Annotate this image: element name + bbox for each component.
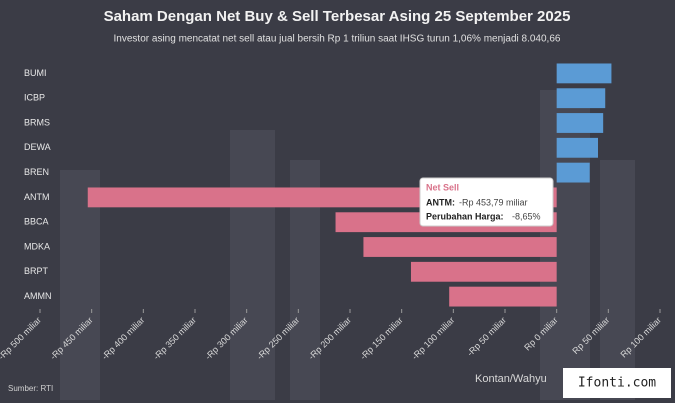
tooltip: Net Sell ANTM: -Rp 453,79 miliar Perubah… bbox=[419, 177, 554, 227]
y-tick-label: BREN bbox=[24, 167, 49, 177]
y-tick-label: BRMS bbox=[24, 117, 50, 127]
bar bbox=[556, 137, 598, 158]
watermark: Ifonti.com bbox=[578, 376, 656, 391]
y-tick-label: AMMN bbox=[24, 291, 52, 301]
credit: Kontan/Wahyu bbox=[475, 373, 547, 385]
y-tick-label: BBCA bbox=[24, 217, 49, 227]
y-tick-label: BUMI bbox=[24, 68, 47, 78]
y-tick-label: DEWA bbox=[24, 142, 51, 152]
tooltip-title: Net Sell bbox=[426, 182, 459, 192]
bar bbox=[556, 162, 590, 183]
y-tick-label: BRPT bbox=[24, 266, 49, 276]
tooltip-box bbox=[419, 177, 554, 227]
bar bbox=[410, 261, 557, 282]
tooltip-label: ANTM: bbox=[426, 197, 455, 207]
chart-subtitle: Investor asing mencatat net sell atau ju… bbox=[114, 34, 561, 45]
y-tick-label: MDKA bbox=[24, 241, 50, 251]
bar bbox=[556, 113, 604, 133]
chart-title: Saham Dengan Net Buy & Sell Terbesar Asi… bbox=[104, 8, 571, 25]
y-tick-label: ANTM bbox=[24, 192, 50, 202]
source: Sumber: RTI bbox=[8, 384, 53, 393]
bar bbox=[449, 286, 557, 307]
tooltip-value: -Rp 453,79 miliar bbox=[459, 197, 528, 207]
tooltip-label: Perubahan Harga: bbox=[426, 211, 504, 221]
bar bbox=[363, 237, 557, 257]
y-tick-label: ICBP bbox=[24, 93, 45, 103]
tooltip-value: -8,65% bbox=[512, 211, 541, 221]
bar bbox=[556, 63, 612, 84]
watermark-box bbox=[563, 368, 671, 398]
bar bbox=[556, 88, 606, 109]
